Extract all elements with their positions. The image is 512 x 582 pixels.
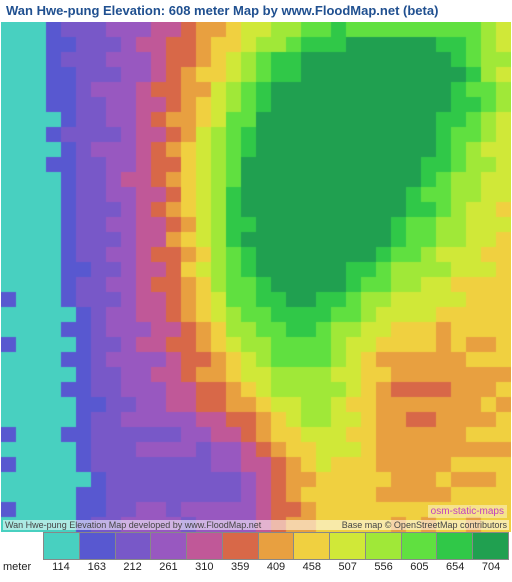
credit-left: Wan Hwe-pung Elevation Map developed by …: [5, 520, 261, 530]
legend-tick: 704: [482, 561, 500, 573]
legend-swatch: [223, 532, 259, 560]
legend-swatch: [402, 532, 438, 560]
credit-right: Base map © OpenStreetMap contributors: [342, 520, 507, 530]
legend-tick: 212: [123, 561, 141, 573]
legend-swatch: [330, 532, 366, 560]
legend-swatch: [151, 532, 187, 560]
legend-tick: 507: [339, 561, 357, 573]
legend-tick: 163: [88, 561, 106, 573]
legend-color-bar: [43, 532, 509, 560]
legend-swatch: [80, 532, 116, 560]
legend-swatch: [366, 532, 402, 560]
map-title: Wan Hwe-pung Elevation: 608 meter Map by…: [0, 0, 512, 22]
legend-tick: 605: [410, 561, 428, 573]
elevation-map: osm-static-maps Wan Hwe-pung Elevation M…: [1, 22, 511, 532]
legend-swatch: [437, 532, 473, 560]
legend-swatch: [116, 532, 152, 560]
elevation-legend: meter 114 163 212 261 310 359 409 458 507 556 605 6…: [1, 532, 511, 580]
legend-labels-row: meter 114 163 212 261 310 359 409 458 507 556 605 6…: [1, 560, 509, 578]
map-watermark: osm-static-maps: [428, 505, 507, 518]
map-credits: Wan Hwe-pung Elevation Map developed by …: [3, 520, 509, 530]
elevation-heatmap-canvas: [1, 22, 511, 532]
legend-swatch: [259, 532, 295, 560]
legend-tick: 114: [52, 561, 70, 573]
legend-tick: 458: [303, 561, 321, 573]
legend-tick: 556: [374, 561, 392, 573]
legend-tick: 359: [231, 561, 249, 573]
legend-swatch: [43, 532, 80, 560]
legend-tick: 654: [446, 561, 464, 573]
legend-swatch: [294, 532, 330, 560]
legend-tick: 261: [159, 561, 177, 573]
legend-swatch: [473, 532, 509, 560]
legend-swatch: [187, 532, 223, 560]
legend-tick: 409: [267, 561, 285, 573]
legend-unit-label: meter: [3, 561, 31, 573]
legend-tick: 310: [195, 561, 213, 573]
